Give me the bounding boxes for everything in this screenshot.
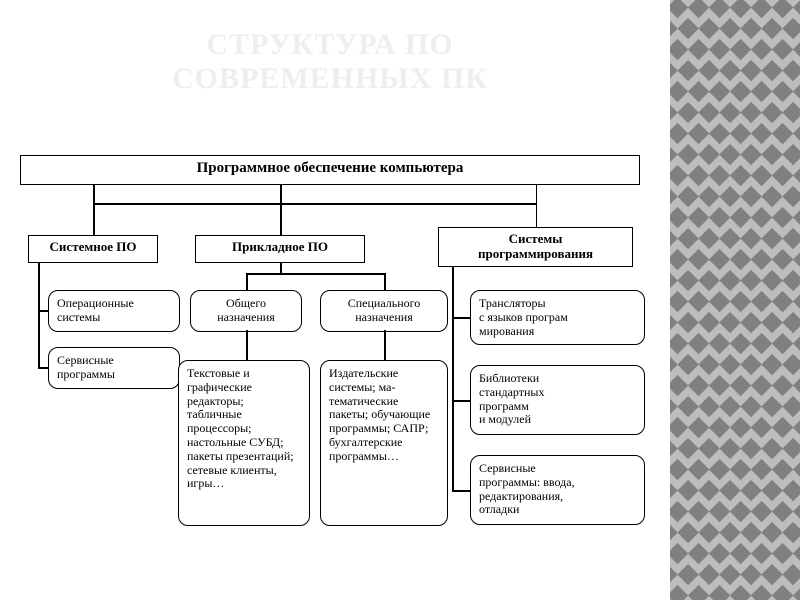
- connector-line: [38, 263, 40, 367]
- connector-line: [280, 263, 282, 273]
- connector-line: [38, 367, 48, 369]
- sys-child-0: Операционныесистемы: [48, 290, 180, 332]
- level1-app: Прикладное ПО: [195, 235, 365, 263]
- prog-child-1: Библиотекистандартныхпрограмми модулей: [470, 365, 645, 435]
- connector-line: [93, 185, 95, 235]
- connector-line: [384, 330, 386, 360]
- app-child-1: Специальногоназначения: [320, 290, 448, 332]
- connector-line: [246, 273, 384, 275]
- checker-pattern-strip: [670, 0, 800, 600]
- connector-line: [452, 490, 470, 492]
- prog-child-2: Сервисныепрограммы: ввода,редактирования…: [470, 455, 645, 525]
- level1-sys: Системное ПО: [28, 235, 158, 263]
- connector-line: [280, 185, 282, 235]
- checker-svg: [670, 0, 800, 600]
- prog-child-0: Трансляторыс языков програм­мирования: [470, 290, 645, 345]
- app-detail-0: Текстовые и графические редакторы; табли…: [178, 360, 310, 526]
- connector-line: [452, 267, 454, 490]
- connector-line: [38, 310, 48, 312]
- app-detail-1: Издательские системы; ма­тематические па…: [320, 360, 448, 526]
- connector-line: [246, 273, 248, 290]
- app-child-0: Общегоназначения: [190, 290, 302, 332]
- level1-prog: Системыпрограммирования: [438, 227, 633, 267]
- connector-line: [246, 330, 248, 360]
- title-line-1: СТРУКТУРА ПО: [60, 28, 600, 62]
- title-line-2: СОВРЕМЕННЫХ ПК: [60, 62, 600, 96]
- page-title: СТРУКТУРА ПО СОВРЕМЕННЫХ ПК: [60, 28, 600, 96]
- connector-line: [384, 273, 386, 290]
- connector-line: [452, 400, 470, 402]
- root-box: Программное обеспечение компьютера: [20, 155, 640, 185]
- sys-child-1: Сервисныепрограммы: [48, 347, 180, 389]
- connector-line: [93, 203, 536, 205]
- connector-line: [452, 317, 470, 319]
